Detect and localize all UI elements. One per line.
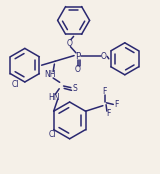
Text: O: O <box>67 39 72 48</box>
Text: NH: NH <box>44 70 55 79</box>
Text: S: S <box>72 84 77 93</box>
Text: O: O <box>75 65 80 74</box>
Text: Cl: Cl <box>11 80 19 89</box>
Text: O: O <box>101 52 107 61</box>
Text: P: P <box>75 52 80 61</box>
Text: F: F <box>115 100 119 109</box>
Text: F: F <box>107 109 111 118</box>
Text: HN: HN <box>48 93 59 102</box>
Text: Cl: Cl <box>49 130 57 139</box>
Text: F: F <box>103 87 107 96</box>
